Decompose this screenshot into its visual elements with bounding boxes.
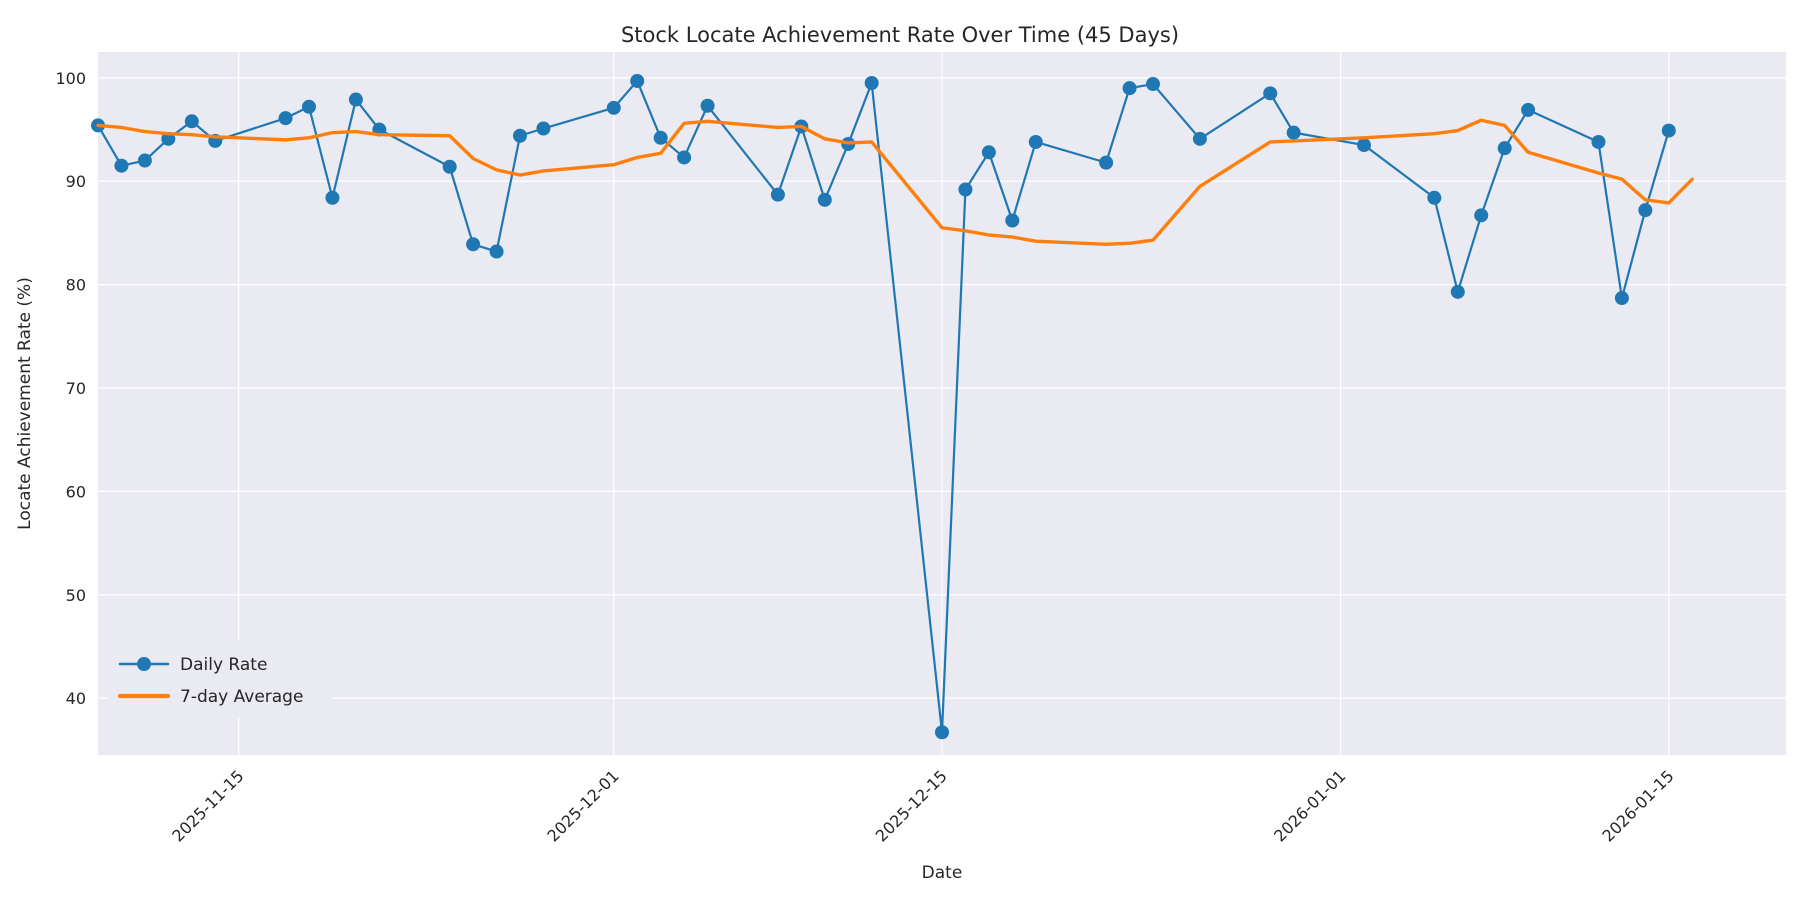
y-tick-label: 80 bbox=[66, 276, 86, 295]
data-point[interactable] bbox=[1146, 77, 1160, 92]
data-point[interactable] bbox=[1614, 291, 1629, 306]
series-line bbox=[96, 118, 1694, 246]
data-point[interactable] bbox=[1122, 81, 1137, 96]
data-point[interactable] bbox=[1028, 134, 1043, 149]
data-point[interactable] bbox=[958, 182, 973, 197]
data-point[interactable] bbox=[325, 190, 340, 205]
y-tick-label: 40 bbox=[66, 689, 86, 708]
y-axis-tick-labels: 40 50 60 70 80 90 100 bbox=[55, 69, 86, 708]
data-point[interactable] bbox=[1005, 213, 1020, 228]
data-point[interactable] bbox=[348, 92, 363, 107]
data-point[interactable] bbox=[677, 150, 692, 165]
data-point[interactable] bbox=[1521, 102, 1536, 117]
chart-legend[interactable]: Daily Rate 7-day Average bbox=[108, 640, 332, 718]
data-point[interactable] bbox=[184, 114, 199, 129]
data-point[interactable] bbox=[489, 244, 504, 259]
data-point[interactable] bbox=[864, 76, 879, 91]
data-point[interactable] bbox=[1474, 208, 1489, 223]
legend-swatch-marker bbox=[137, 657, 151, 671]
data-point[interactable] bbox=[1497, 141, 1512, 156]
legend-label: 7-day Average bbox=[180, 687, 303, 707]
legend-entry[interactable]: Daily Rate bbox=[118, 655, 267, 675]
data-point[interactable] bbox=[1357, 138, 1371, 153]
data-point[interactable] bbox=[536, 121, 551, 136]
data-point[interactable] bbox=[1286, 125, 1301, 140]
data-point[interactable] bbox=[630, 73, 645, 88]
legend-background bbox=[108, 640, 332, 718]
data-point[interactable] bbox=[981, 145, 996, 160]
data-point[interactable] bbox=[1638, 203, 1653, 218]
data-point[interactable] bbox=[1661, 123, 1676, 138]
data-point[interactable] bbox=[935, 725, 949, 740]
y-tick-label: 50 bbox=[66, 586, 86, 605]
data-point[interactable] bbox=[1427, 190, 1442, 205]
data-point[interactable] bbox=[1450, 284, 1465, 299]
y-tick-label: 100 bbox=[55, 69, 86, 88]
data-point[interactable] bbox=[114, 158, 129, 173]
data-point[interactable] bbox=[1099, 155, 1114, 170]
data-point[interactable] bbox=[1591, 134, 1606, 149]
data-point[interactable] bbox=[770, 187, 785, 202]
chart-title: Stock Locate Achievement Rate Over Time … bbox=[621, 23, 1179, 47]
data-point[interactable] bbox=[513, 128, 527, 143]
series-layer bbox=[91, 73, 1694, 740]
y-tick-label: 60 bbox=[66, 482, 86, 501]
gridlines bbox=[98, 52, 1786, 755]
data-point[interactable] bbox=[817, 192, 832, 207]
data-point[interactable] bbox=[278, 111, 293, 126]
legend-label: Daily Rate bbox=[180, 655, 267, 675]
legend-entry[interactable]: 7-day Average bbox=[117, 687, 303, 707]
data-point[interactable] bbox=[442, 159, 457, 174]
x-axis-label: Date bbox=[922, 863, 963, 883]
data-point[interactable] bbox=[466, 237, 481, 252]
series-daily-rate bbox=[91, 73, 1676, 740]
data-point[interactable] bbox=[606, 100, 621, 115]
data-point[interactable] bbox=[302, 99, 316, 114]
data-point[interactable] bbox=[137, 153, 152, 168]
data-point[interactable] bbox=[1263, 86, 1278, 101]
data-point[interactable] bbox=[653, 130, 668, 145]
y-tick-label: 90 bbox=[66, 172, 86, 191]
data-point[interactable] bbox=[1192, 131, 1207, 146]
y-axis-label: Locate Achievement Rate (%) bbox=[15, 277, 35, 530]
data-point[interactable] bbox=[700, 98, 715, 113]
series-seven-day-average bbox=[96, 118, 1694, 246]
y-tick-label: 70 bbox=[66, 379, 86, 398]
